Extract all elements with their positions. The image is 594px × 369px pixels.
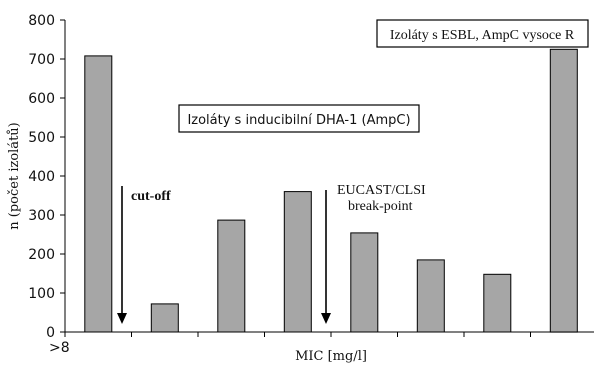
bar xyxy=(85,56,112,332)
y-tick-label: 500 xyxy=(28,130,55,146)
x-axis xyxy=(65,332,594,337)
y-tick-label: 700 xyxy=(28,52,55,68)
x-tick-label: >8 xyxy=(49,340,70,356)
y-tick-label: 800 xyxy=(28,13,55,29)
y-tick-label: 0 xyxy=(46,325,55,341)
annotation-esbl-text: Izoláty s ESBL, AmpC vysoce R xyxy=(390,28,575,43)
bar xyxy=(284,192,311,332)
bar xyxy=(417,260,444,332)
y-tick-label: 400 xyxy=(28,169,55,185)
y-tick-label: 300 xyxy=(28,208,55,224)
breakpoint-label-line1: EUCAST/CLSI xyxy=(337,183,426,198)
y-axis-title: n (počet izolátů) xyxy=(6,122,22,229)
y-tick-label: 600 xyxy=(28,91,55,107)
y-tick-label: 100 xyxy=(28,286,55,302)
x-axis-title: MIC [mg/l] xyxy=(295,349,367,364)
breakpoint-label-line2: break-point xyxy=(348,199,413,214)
bar xyxy=(351,233,378,332)
bar xyxy=(151,304,178,332)
cutoff-label: cut-off xyxy=(131,189,171,204)
cutoff-arrowhead xyxy=(117,313,127,324)
y-tick-label: 200 xyxy=(28,247,55,263)
y-axis: 0 100 200 300 400 500 600 700 800 xyxy=(28,13,65,341)
bar xyxy=(218,220,245,332)
bar xyxy=(484,274,511,332)
annotation-dha-text: Izoláty s inducibilní DHA-1 (AmpC) xyxy=(187,113,410,128)
breakpoint-arrowhead xyxy=(321,313,331,324)
bar xyxy=(550,49,577,332)
